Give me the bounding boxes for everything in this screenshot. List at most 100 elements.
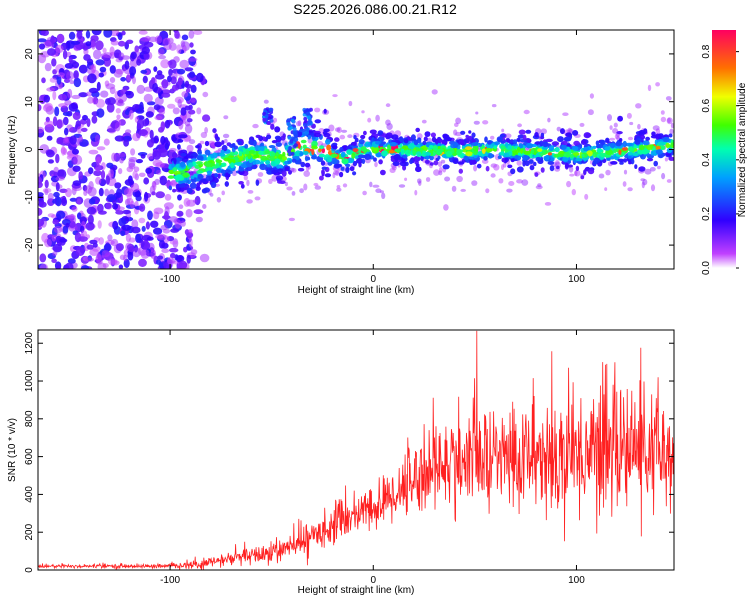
heat-blob (497, 155, 502, 160)
heat-blob (653, 160, 658, 167)
heat-blob (437, 155, 441, 160)
heat-blob (404, 177, 408, 181)
heat-blob (352, 171, 357, 176)
heat-blob (620, 151, 626, 156)
heat-blob (177, 255, 184, 260)
heat-blob (413, 155, 421, 162)
heat-blob (109, 65, 116, 74)
heat-blob (156, 70, 163, 76)
heat-blob (238, 156, 244, 161)
heat-blob (47, 159, 55, 164)
heat-blob (456, 175, 463, 183)
heat-blob (512, 139, 518, 145)
heat-blob (190, 49, 196, 55)
heat-blob (431, 136, 437, 143)
heat-blob (269, 118, 274, 123)
heat-blob (566, 164, 574, 168)
heat-blob (507, 164, 513, 169)
heat-blob (91, 30, 102, 36)
heat-blob (95, 199, 99, 205)
heat-blob (572, 145, 579, 151)
heat-blob (62, 225, 69, 234)
heat-blob (53, 225, 63, 234)
heat-blob (141, 225, 146, 232)
heat-blob (637, 123, 641, 130)
heat-blob (103, 30, 113, 38)
heat-blob (102, 47, 107, 54)
heat-blob (669, 128, 674, 135)
colorbar: 0.0 0.2 0.4 0.6 0.8 Normalized spectral ampl… (701, 30, 748, 275)
heat-blob (186, 144, 194, 153)
heat-blob (214, 141, 222, 148)
heat-blob (147, 153, 155, 160)
heat-blob (109, 77, 116, 83)
heat-blob (193, 173, 199, 178)
heat-blob (563, 136, 572, 142)
heat-blob (105, 98, 111, 105)
heat-blob (305, 111, 310, 116)
heat-blob (139, 203, 146, 212)
heat-blob (670, 122, 674, 129)
heat-blob (660, 110, 665, 115)
heat-blob (202, 91, 209, 98)
heat-blob (569, 154, 574, 158)
heat-blob (112, 203, 119, 210)
heat-blob (637, 149, 641, 154)
heat-blob (352, 148, 359, 153)
heat-blob (103, 138, 110, 146)
heat-blob (345, 166, 350, 172)
heat-blob (375, 188, 382, 193)
heat-blob (410, 134, 416, 141)
heat-blob (86, 244, 94, 250)
heat-blob (579, 122, 585, 127)
heat-blob (562, 157, 569, 162)
heat-blob (292, 127, 297, 132)
heat-blob (625, 142, 633, 147)
heat-blob (482, 120, 489, 125)
heat-blob (38, 207, 43, 216)
heat-blob (472, 145, 479, 152)
heat-blob (490, 135, 495, 140)
heat-blob (481, 148, 486, 154)
heat-blob (85, 222, 95, 231)
heat-blob (144, 191, 149, 202)
heat-blob (433, 169, 440, 176)
heat-blob (363, 130, 367, 136)
heat-blob (517, 152, 522, 156)
heat-blob (342, 183, 348, 188)
y-tick-label: -20 (24, 237, 35, 252)
heat-blob (177, 77, 183, 86)
heat-blob (196, 182, 201, 189)
heat-blob (475, 111, 479, 115)
heat-blob (485, 188, 490, 194)
heat-blob (504, 142, 509, 148)
heat-blob (224, 138, 228, 144)
heat-blob (56, 264, 61, 269)
heat-blob (233, 145, 238, 150)
heat-blob (101, 250, 111, 258)
heat-blob (287, 135, 292, 140)
heat-blob (616, 131, 623, 135)
heat-blob (86, 118, 91, 128)
heat-blob (257, 172, 264, 177)
heat-blob (629, 121, 634, 126)
heat-blob (627, 147, 635, 152)
heat-blob (605, 137, 610, 143)
heat-blob (278, 180, 286, 184)
heat-blob (319, 145, 325, 150)
heat-blob (58, 93, 68, 101)
heat-blob (111, 152, 117, 162)
x-tick-label: -100 (160, 274, 180, 285)
heat-blob (423, 136, 428, 142)
heat-blob (407, 150, 411, 154)
heat-blob (657, 165, 661, 170)
heat-blob (38, 53, 47, 64)
heat-blob (193, 209, 204, 215)
heat-blob (44, 179, 49, 189)
heat-blob (500, 151, 505, 156)
heat-blob (146, 139, 154, 148)
heat-blob (388, 150, 396, 154)
heat-blob (530, 148, 535, 154)
heat-blob (516, 179, 523, 184)
heat-blob (216, 167, 222, 173)
